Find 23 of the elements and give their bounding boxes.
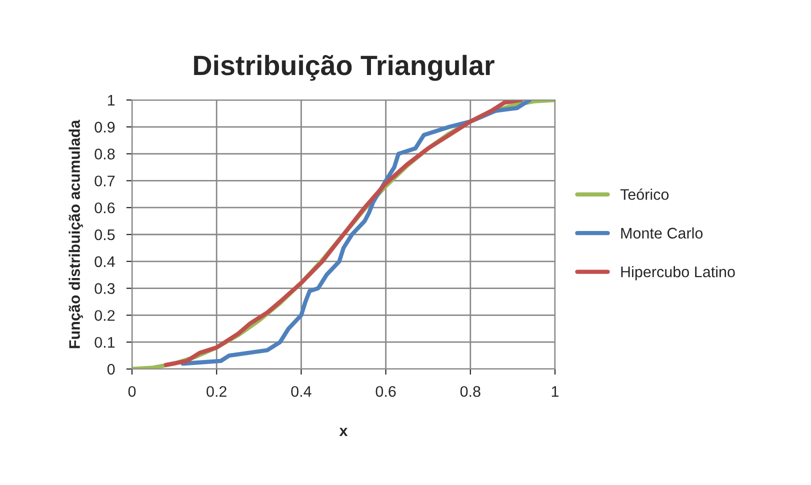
- legend-label: Monte Carlo: [621, 227, 703, 239]
- y-tick-label: 0: [107, 364, 115, 375]
- y-tick-label: 0.1: [94, 336, 115, 348]
- x-tick-label: 0.6: [376, 386, 396, 397]
- y-tick-label: 0.7: [94, 176, 115, 186]
- legend-label: Teórico: [620, 188, 669, 200]
- legend-label: Hipercubo Latino: [621, 266, 735, 280]
- y-tick-label: 0.2: [94, 310, 115, 321]
- x-tick-label: 0: [128, 386, 136, 397]
- x-tick-label: 0.8: [460, 386, 480, 397]
- chart-title: Distribuição Triangular: [194, 54, 494, 81]
- x-tick-label: 0.2: [206, 386, 226, 397]
- y-axis-title: Função distribuição acumulada: [68, 120, 83, 348]
- y-tick-label: 0.5: [94, 229, 115, 240]
- x-axis-title: x: [339, 428, 348, 436]
- y-tick-label: 0.9: [94, 122, 115, 133]
- y-tick-label: 1: [108, 95, 115, 106]
- y-tick-label: 0.3: [94, 283, 115, 294]
- y-tick-label: 0.4: [94, 256, 115, 268]
- x-tick-label: 1: [552, 386, 559, 397]
- y-tick-label: 0.8: [94, 148, 115, 160]
- x-tick-label: 0.4: [291, 386, 312, 397]
- y-tick-label: 0.6: [94, 202, 115, 214]
